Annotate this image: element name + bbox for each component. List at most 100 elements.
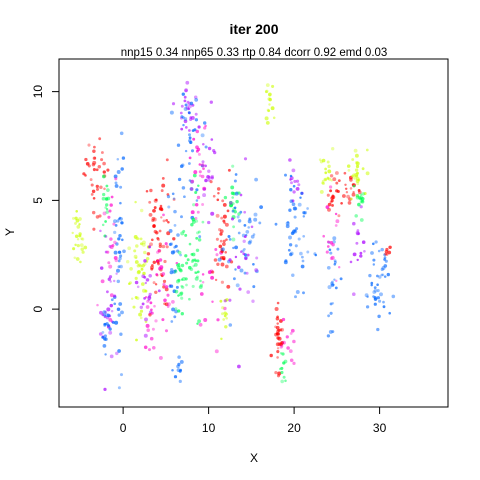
data-point-green <box>197 230 201 234</box>
data-point-green <box>352 184 356 188</box>
data-point-magenta <box>107 215 111 219</box>
data-point-blue <box>217 257 222 262</box>
data-point-yellow <box>73 256 77 260</box>
data-point-green <box>231 196 235 199</box>
data-point-purple <box>108 275 113 279</box>
data-point-red <box>172 198 176 201</box>
data-point-red <box>222 239 226 243</box>
data-point-magenta <box>114 177 118 181</box>
data-point-red <box>274 371 278 375</box>
data-point-yellow <box>79 243 84 247</box>
data-point-red <box>345 191 349 194</box>
data-point-red <box>89 178 93 182</box>
data-point-purple <box>238 287 242 291</box>
data-point-yellow <box>81 237 85 241</box>
data-point-red <box>149 188 153 193</box>
data-point-green <box>175 279 180 284</box>
data-point-purple <box>254 268 259 273</box>
data-point-red <box>337 214 341 218</box>
data-point-blue <box>173 209 177 214</box>
data-point-blue <box>188 136 192 140</box>
data-point-blue <box>106 313 111 318</box>
data-point-green <box>195 271 198 275</box>
data-point-green <box>229 203 234 207</box>
data-point-yellow <box>265 83 270 87</box>
data-point-green <box>231 164 235 168</box>
data-point-purple <box>349 260 353 264</box>
data-point-purple <box>185 80 190 85</box>
data-point-blue <box>382 305 386 309</box>
points-layer <box>71 80 396 392</box>
data-point-blue <box>328 248 332 252</box>
data-point-red <box>330 199 334 203</box>
data-point-purple <box>213 150 217 155</box>
data-point-magenta <box>338 266 341 269</box>
data-point-blue <box>119 131 124 136</box>
data-point-yellow <box>126 260 130 264</box>
data-point-green <box>197 238 202 242</box>
data-point-yellow <box>225 316 228 320</box>
data-point-blue <box>373 286 377 289</box>
data-point-blue <box>228 323 233 327</box>
data-point-blue <box>119 332 123 336</box>
data-point-blue <box>332 283 335 287</box>
data-point-magenta <box>203 318 208 322</box>
data-point-magenta <box>193 170 198 175</box>
data-point-purple <box>209 100 213 104</box>
data-point-blue <box>174 269 177 273</box>
data-point-purple <box>359 205 363 209</box>
data-point-blue <box>297 202 302 207</box>
data-point-blue <box>380 247 384 252</box>
data-point-blue <box>333 278 336 281</box>
data-point-red <box>148 313 152 317</box>
data-point-yellow <box>224 298 228 303</box>
data-point-blue <box>190 149 195 153</box>
data-point-blue <box>117 349 121 353</box>
data-point-blue <box>171 192 175 196</box>
data-point-blue <box>234 191 239 196</box>
data-point-purple <box>204 178 208 183</box>
data-point-blue <box>105 313 109 318</box>
data-point-red <box>91 189 96 194</box>
data-point-blue <box>381 273 385 277</box>
data-point-magenta <box>292 361 296 366</box>
data-point-blue <box>119 254 123 258</box>
data-point-blue <box>253 212 258 217</box>
data-point-red <box>92 227 96 231</box>
data-point-red <box>279 328 283 332</box>
data-point-magenta <box>108 264 113 269</box>
data-point-blue <box>121 238 124 242</box>
data-point-green <box>192 264 195 268</box>
data-point-purple <box>251 299 255 303</box>
data-point-purple <box>99 229 102 233</box>
data-point-red <box>226 209 230 213</box>
data-point-yellow <box>74 243 77 247</box>
data-point-blue <box>294 295 297 299</box>
data-point-purple <box>206 175 211 179</box>
data-point-blue <box>388 311 391 315</box>
data-point-red <box>344 183 347 187</box>
data-point-red <box>269 353 273 358</box>
data-point-green <box>180 296 184 300</box>
data-point-yellow <box>78 232 82 236</box>
data-point-magenta <box>334 212 338 216</box>
data-point-yellow <box>330 179 333 182</box>
x-axis-label: X <box>250 451 258 465</box>
data-point-yellow <box>142 262 147 266</box>
data-point-green <box>360 196 365 201</box>
data-point-blue <box>329 302 333 306</box>
data-point-blue <box>233 206 237 210</box>
data-point-purple <box>185 106 190 110</box>
data-point-blue <box>188 133 191 137</box>
data-point-yellow <box>75 257 80 261</box>
data-point-blue <box>172 197 176 200</box>
data-point-red <box>327 202 332 207</box>
data-point-yellow <box>74 216 78 220</box>
data-point-blue <box>195 188 199 192</box>
data-point-blue <box>372 263 376 266</box>
data-point-yellow <box>355 161 360 166</box>
data-point-green <box>195 275 199 279</box>
data-point-magenta <box>197 152 201 156</box>
data-point-blue <box>181 186 186 190</box>
data-point-yellow <box>356 182 360 186</box>
